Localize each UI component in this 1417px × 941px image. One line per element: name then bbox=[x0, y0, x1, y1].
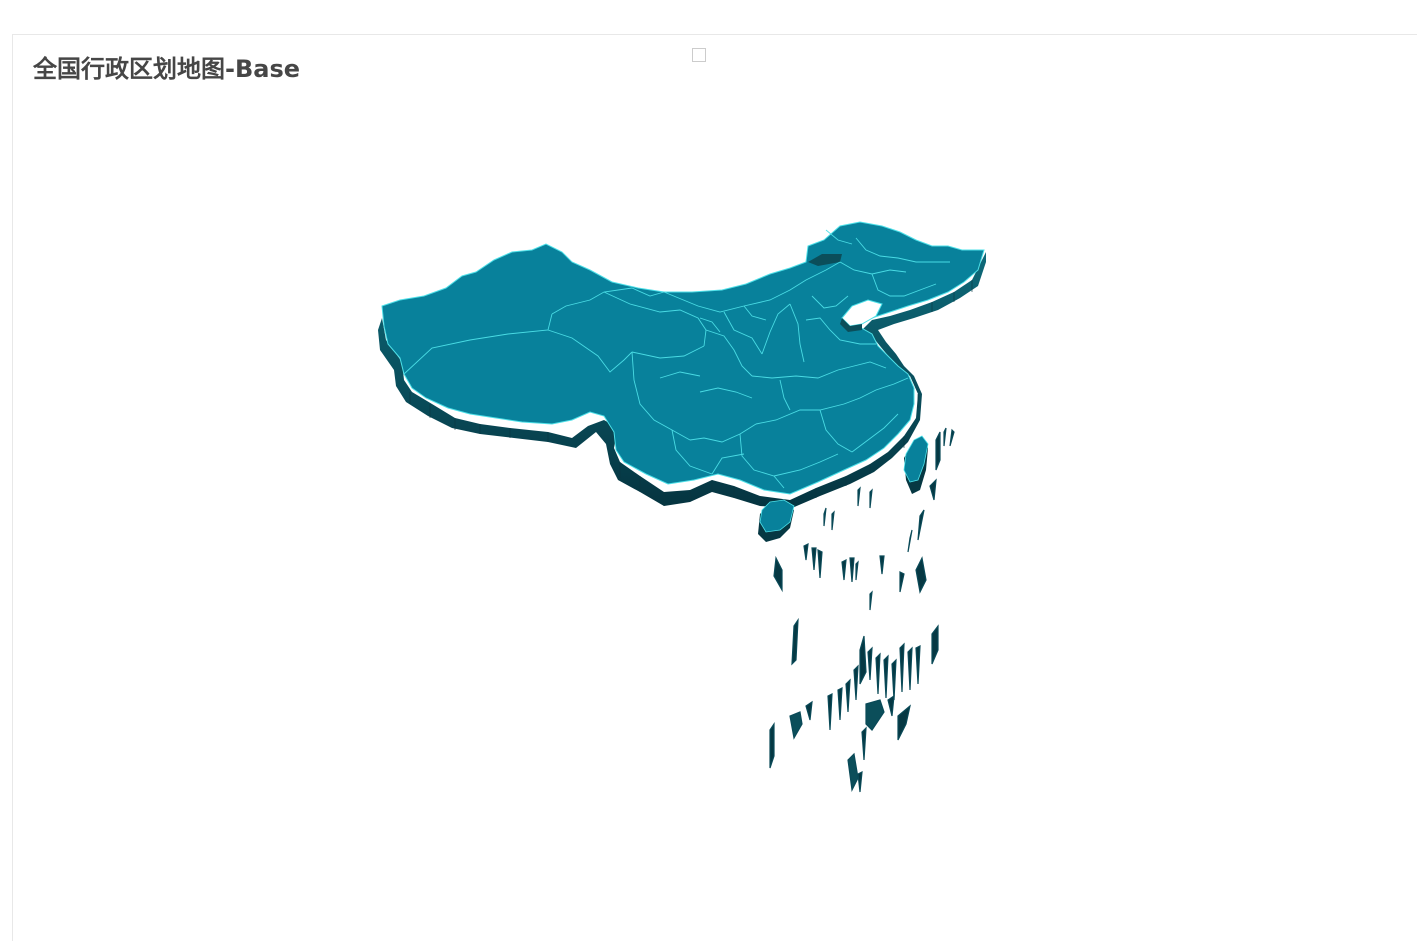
map-extrusion bbox=[378, 252, 986, 508]
outlying-islands bbox=[769, 427, 955, 793]
map-mainland[interactable] bbox=[381, 221, 985, 495]
province-borders bbox=[403, 229, 950, 489]
taiwan-island[interactable] bbox=[903, 435, 929, 494]
legend-toggle-checkbox[interactable] bbox=[692, 48, 706, 62]
hainan-island[interactable] bbox=[758, 499, 795, 542]
chart-title: 全国行政区划地图-Base bbox=[33, 55, 301, 83]
